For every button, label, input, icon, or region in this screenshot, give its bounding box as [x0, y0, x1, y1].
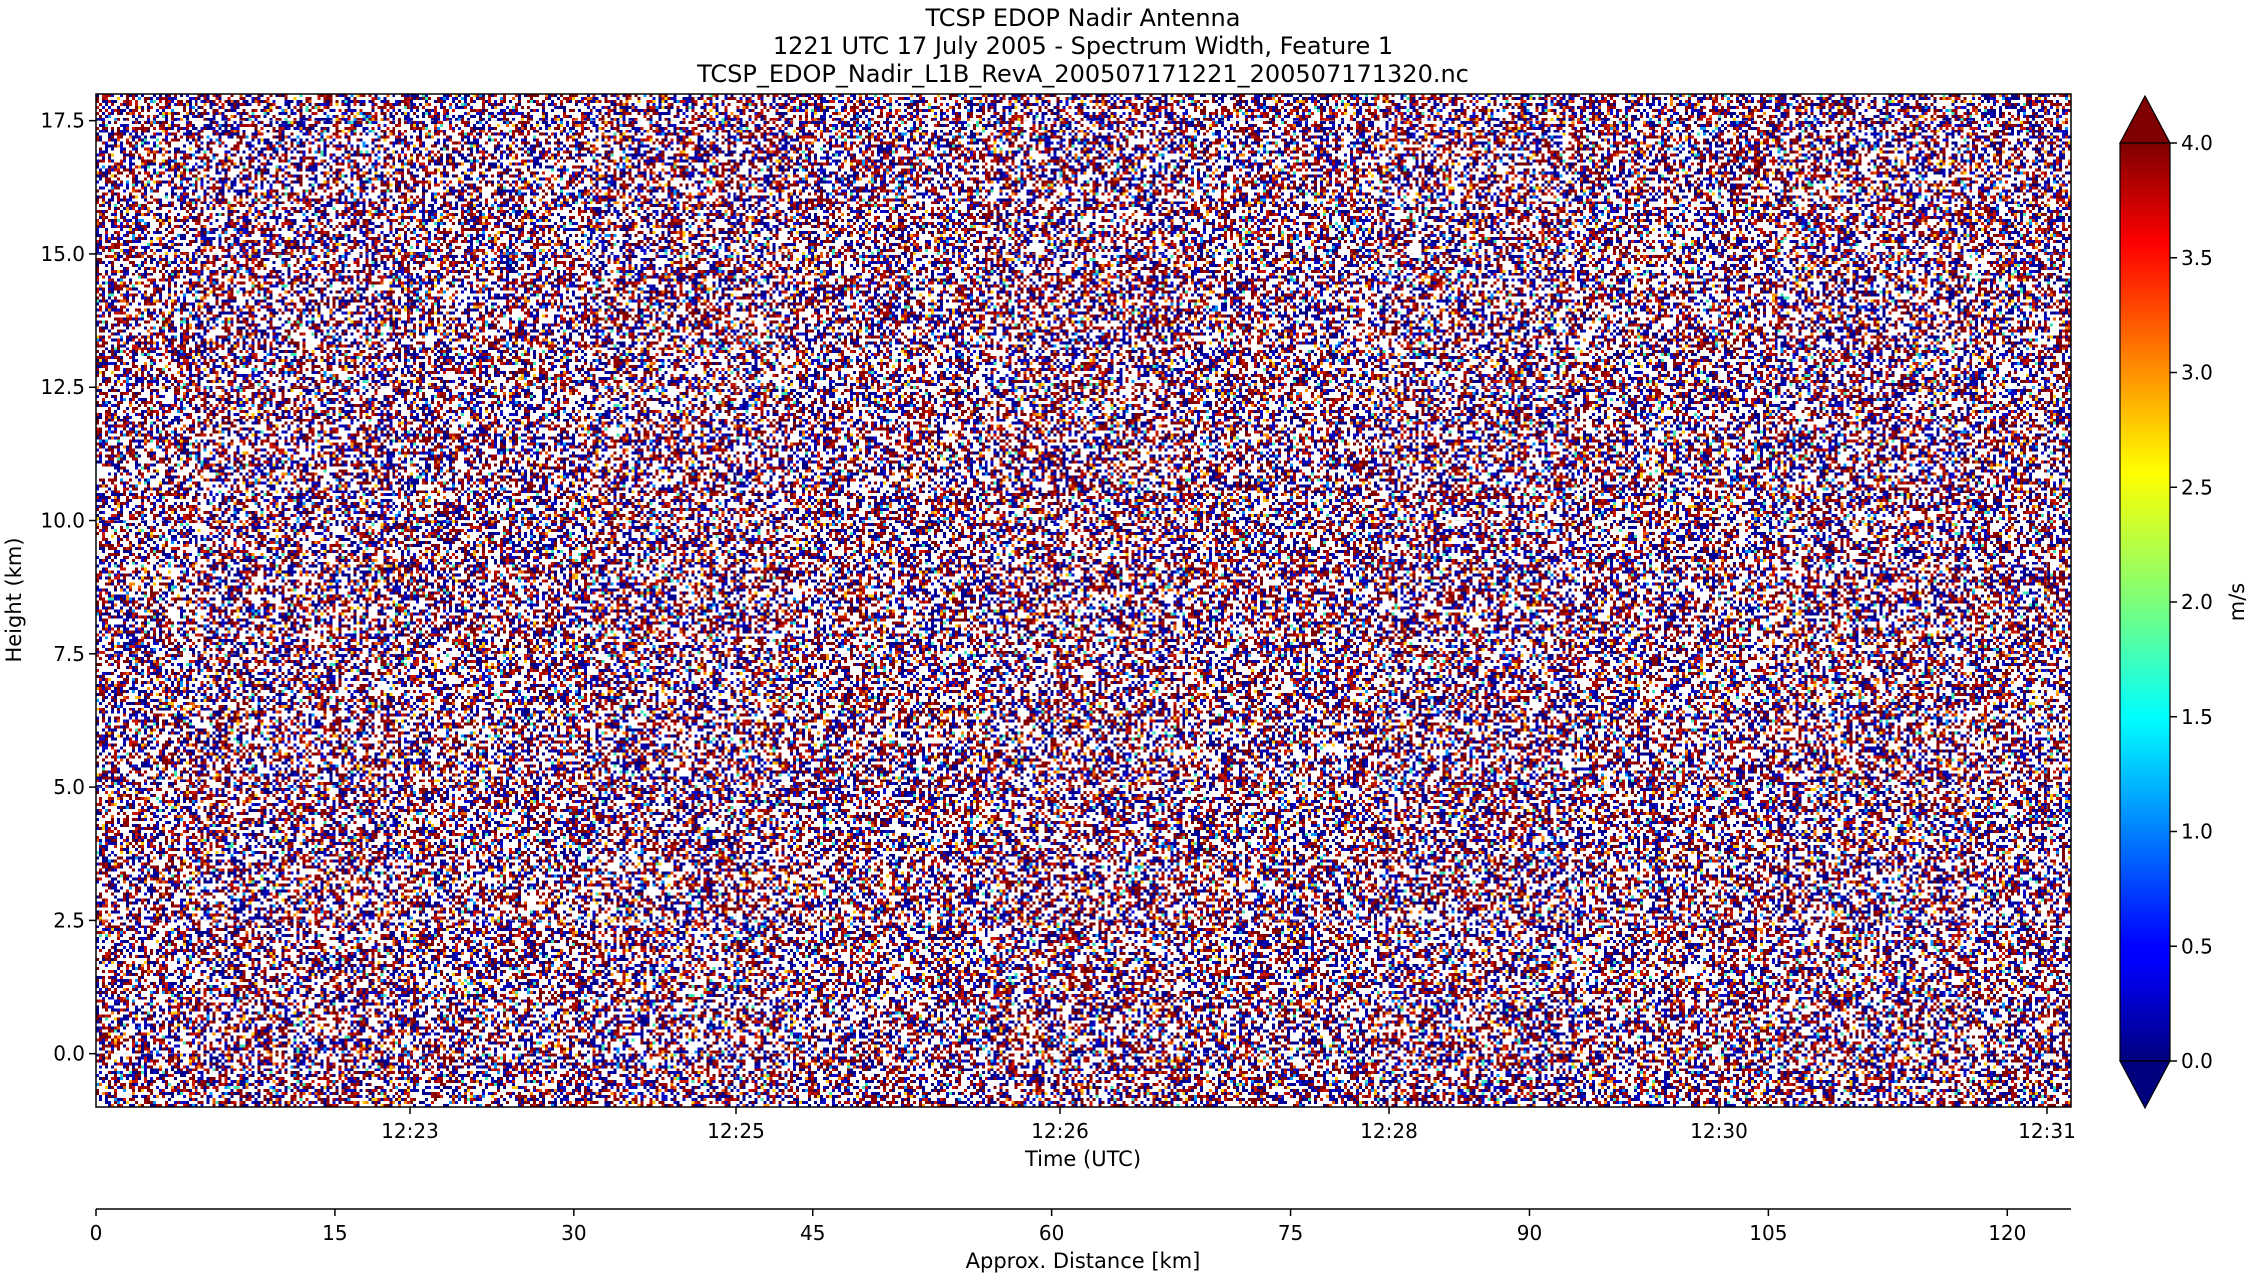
distance-tick-label: 15 [322, 1221, 347, 1245]
colorbar-tick-label: 0.0 [2181, 1049, 2213, 1073]
x-tick-label: 12:30 [1690, 1119, 1748, 1143]
distance-tick-label: 120 [1988, 1221, 2026, 1245]
x-tick-label: 12:28 [1360, 1119, 1418, 1143]
colorbar-label: m/s [2225, 583, 2249, 621]
x-tick-label: 12:26 [1031, 1119, 1089, 1143]
y-tick-label: 0.0 [53, 1042, 85, 1066]
colorbar-tick-label: 1.5 [2181, 705, 2213, 729]
distance-tick-label: 45 [800, 1221, 825, 1245]
distance-tick-label: 105 [1749, 1221, 1787, 1245]
y-tick-label: 15.0 [40, 242, 85, 266]
chart-title: TCSP EDOP Nadir Antenna 1221 UTC 17 July… [696, 4, 1469, 88]
colorbar-tick-label: 0.5 [2181, 934, 2213, 958]
colorbar-tick-label: 1.0 [2181, 820, 2213, 844]
grid-lines [96, 94, 2071, 1107]
colorbar-tick-label: 3.0 [2181, 361, 2213, 385]
y-tick-label: 7.5 [53, 642, 85, 666]
colorbar-gradient [2119, 142, 2171, 1062]
plot-area [95, 93, 2072, 1108]
colorbar-tick-label: 2.5 [2181, 475, 2213, 499]
distance-axis-label: Approx. Distance [km] [966, 1249, 1201, 1273]
y-tick-label: 17.5 [40, 109, 85, 133]
plot-frame [95, 93, 2072, 1108]
title-line-1: TCSP EDOP Nadir Antenna [925, 4, 1241, 32]
x-tick-label: 12:31 [2018, 1119, 2076, 1143]
colorbar-tick-label: 3.5 [2181, 246, 2213, 270]
title-line-2: 1221 UTC 17 July 2005 - Spectrum Width, … [773, 32, 1393, 60]
y-axis: 0.0 2.5 5.0 7.5 10.0 12.5 15.0 17.5 [40, 109, 96, 1066]
distance-tick-label: 30 [561, 1221, 586, 1245]
distance-axis: 0 15 30 45 60 75 90 105 120 [90, 1208, 2071, 1245]
colorbar: 0.0 0.5 1.0 1.5 2.0 2.5 3.0 3.5 4.0 m/s [2119, 94, 2249, 1110]
colorbar-extend-top [2119, 94, 2171, 144]
heatmap-image [96, 94, 2071, 1107]
distance-tick-label: 0 [90, 1221, 103, 1245]
colorbar-tick-label: 2.0 [2181, 590, 2213, 614]
y-tick-label: 5.0 [53, 775, 85, 799]
x-axis: 12:23 12:25 12:26 12:28 12:30 12:31 [381, 1107, 2076, 1143]
x-axis-label: Time (UTC) [1024, 1147, 1141, 1171]
colorbar-ticks: 0.0 0.5 1.0 1.5 2.0 2.5 3.0 3.5 4.0 [2170, 131, 2213, 1073]
title-line-3: TCSP_EDOP_Nadir_L1B_RevA_200507171221_20… [696, 60, 1469, 88]
distance-tick-label: 75 [1278, 1221, 1303, 1245]
y-tick-label: 12.5 [40, 375, 85, 399]
distance-tick-label: 60 [1039, 1221, 1064, 1245]
y-tick-label: 10.0 [40, 509, 85, 533]
y-axis-label: Height (km) [2, 537, 26, 662]
distance-tick-label: 90 [1517, 1221, 1542, 1245]
x-tick-label: 12:23 [381, 1119, 439, 1143]
y-tick-label: 2.5 [53, 908, 85, 932]
colorbar-tick-label: 4.0 [2181, 131, 2213, 155]
x-tick-label: 12:25 [707, 1119, 765, 1143]
colorbar-extend-bottom [2119, 1060, 2171, 1110]
